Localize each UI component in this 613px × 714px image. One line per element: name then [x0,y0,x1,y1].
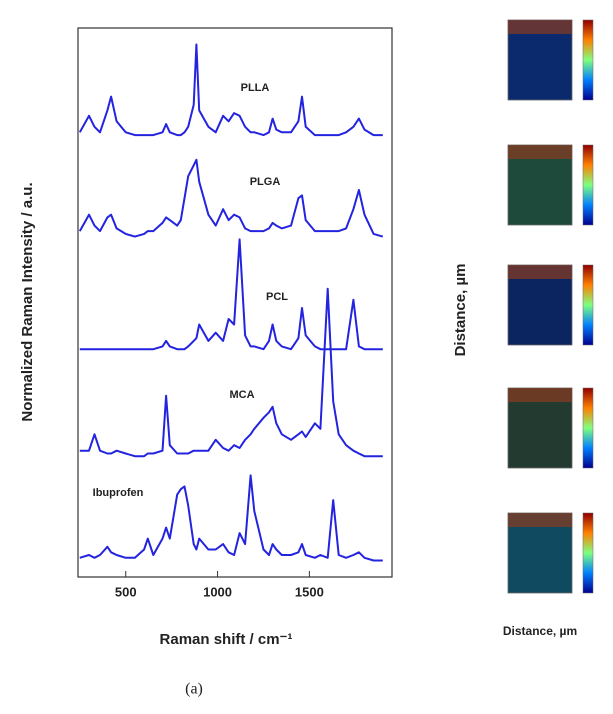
colorbar [582,264,594,346]
series-label: PLGA [250,176,281,188]
spectrum [79,474,383,562]
map-top-band [508,265,572,279]
map-y-label: Distance, µm [452,264,469,357]
maps [507,19,594,594]
map-top-band [508,145,572,159]
series-label: MCA [229,389,254,401]
map-top-band [508,20,572,34]
spectrum [79,287,383,458]
colorbar [582,144,594,226]
spectrum [79,238,383,351]
x-axis-label: Raman shift / cm⁻¹ [160,631,293,648]
x-tick-label: 1500 [295,584,324,599]
spectrum [78,43,383,137]
colorbar [582,512,594,594]
series-label: PLLA [241,82,270,94]
plot-frame [77,27,393,578]
map-top-band [508,388,572,402]
series-label: PCL [266,291,288,303]
colorbar [582,387,594,469]
caption: (a) [185,681,203,698]
map-x-label: Distance, µm [503,624,577,638]
colorbar [582,19,594,101]
series-label: Ibuprofen [93,487,144,499]
x-tick-label: 1000 [203,584,232,599]
y-axis-label: Normalized Raman Intensity / a.u. [19,182,36,421]
map-top-band [508,513,572,527]
x-tick-label: 500 [115,584,137,599]
spectrum [78,158,384,238]
